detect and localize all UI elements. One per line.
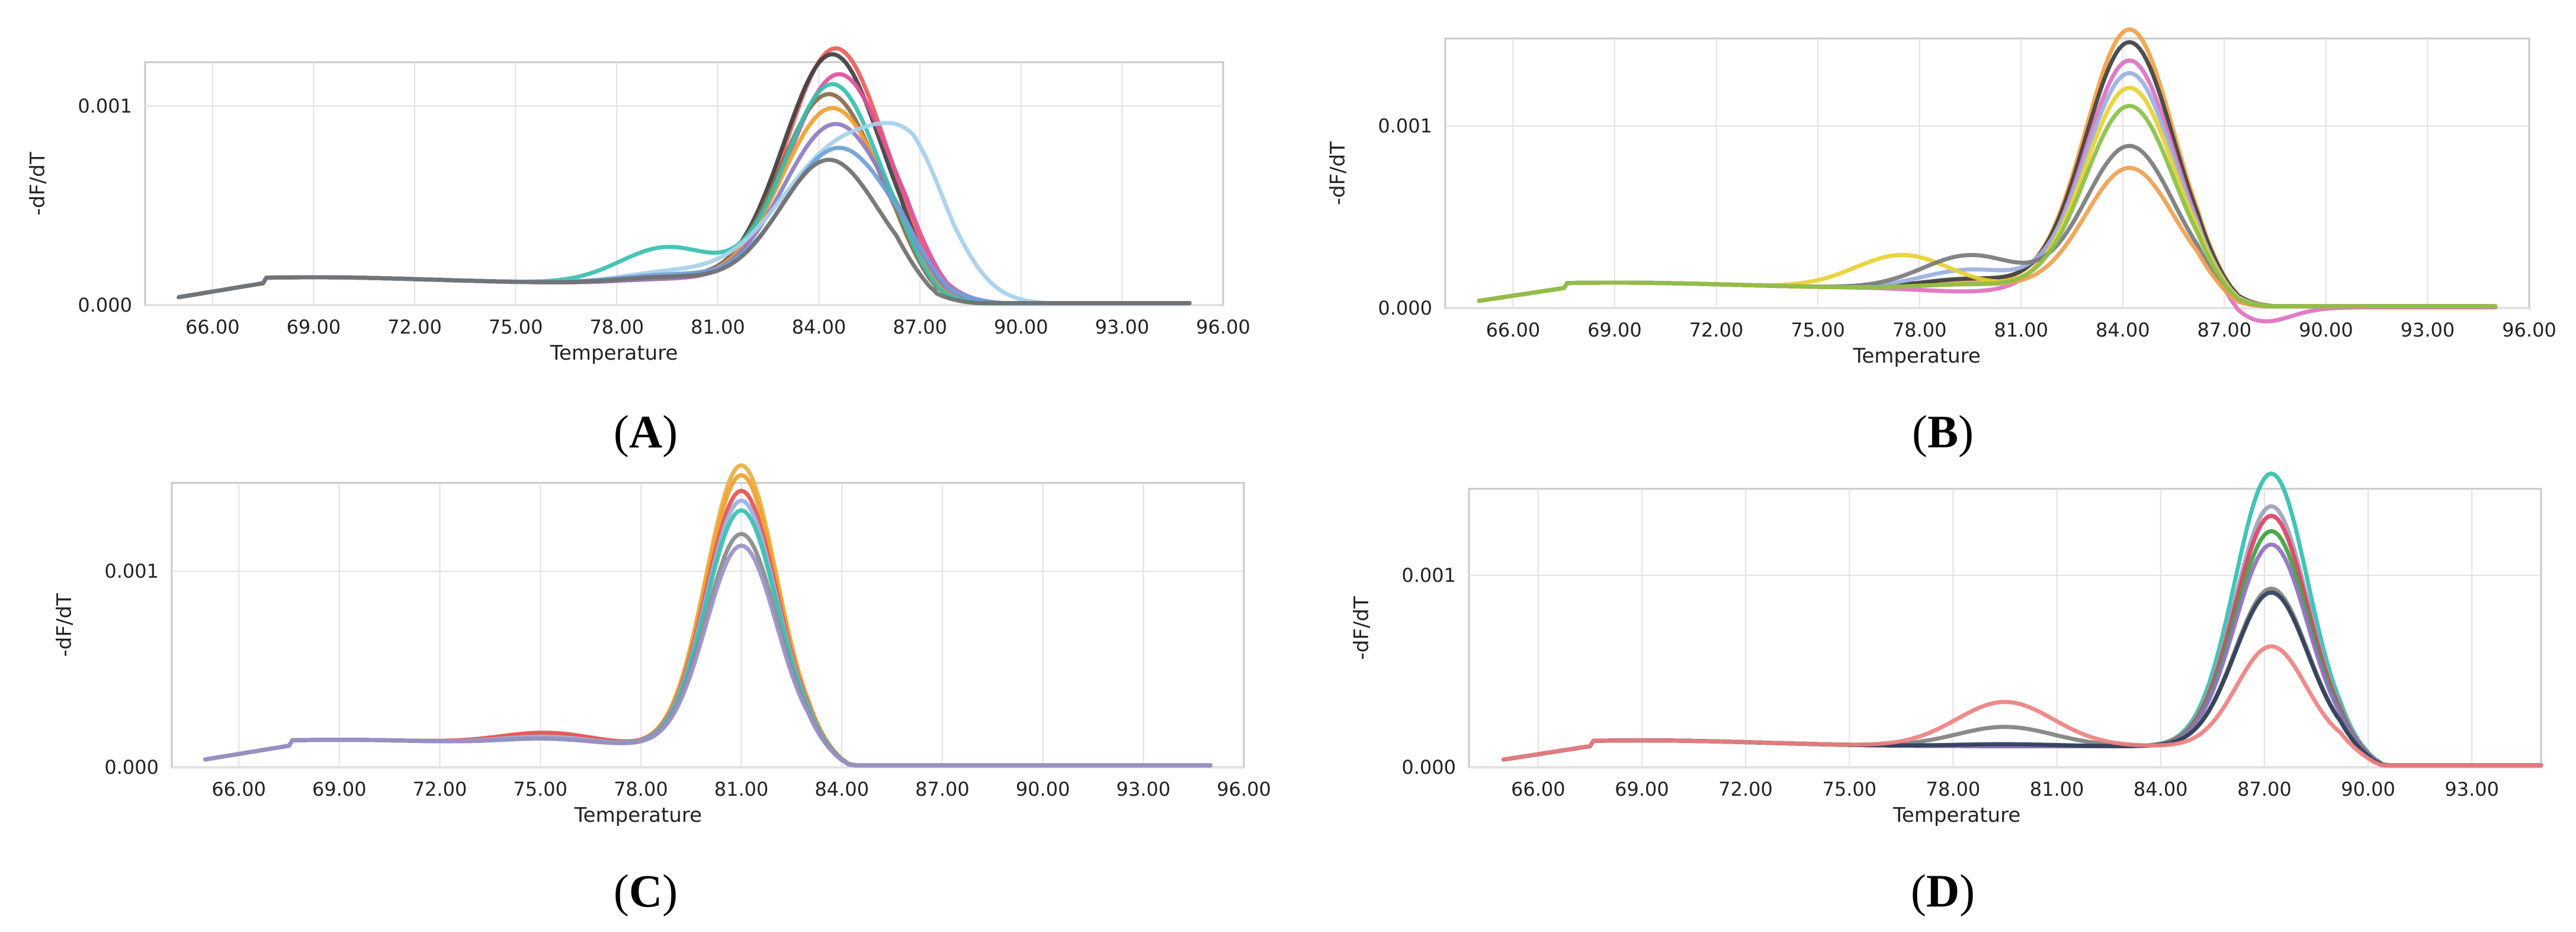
x-tick-label: 93.00 <box>1117 778 1171 800</box>
x-tick-label: 90.00 <box>2299 319 2353 341</box>
series-line-8 <box>1501 644 2543 768</box>
x-tick-label: 72.00 <box>1689 319 1744 341</box>
x-tick-label: 90.00 <box>1016 778 1070 800</box>
plot-area <box>1444 37 2530 309</box>
x-tick-label: 90.00 <box>2341 778 2395 800</box>
y-axis-title: -dF/dT <box>1350 596 1374 659</box>
x-tick-label: 84.00 <box>2134 778 2188 800</box>
x-tick-label: 93.00 <box>1095 316 1150 338</box>
x-tick-label: 84.00 <box>2096 319 2150 341</box>
y-tick-label: 0.000 <box>1378 297 1432 319</box>
x-tick-label: 69.00 <box>287 316 341 338</box>
panel-letter: B <box>1927 406 1958 457</box>
x-tick-label: 69.00 <box>1587 319 1642 341</box>
panel-b-chart: 66.00 69.00 72.00 75.00 78.00 81.00 84.00 87.00… <box>1326 27 2556 457</box>
x-tick-label: 81.00 <box>2030 778 2084 800</box>
x-tick-label: 72.00 <box>387 316 442 338</box>
x-tick-label: 81.00 <box>714 778 769 800</box>
x-tick-label: 75.00 <box>513 778 567 800</box>
x-tick-label: 81.00 <box>691 316 745 338</box>
panel-label: (D) <box>1911 865 1975 917</box>
panel-label: (C) <box>614 865 678 917</box>
panel-label: (A) <box>614 406 678 457</box>
x-tick-label: 90.00 <box>994 316 1048 338</box>
y-tick-label: 0.001 <box>78 95 132 117</box>
x-tick-label: 72.00 <box>1718 778 1773 800</box>
x-tick-label: 93.00 <box>2445 778 2499 800</box>
panel-letter: C <box>629 865 662 917</box>
x-tick-label: 75.00 <box>1822 778 1876 800</box>
series-line-7 <box>203 543 1212 768</box>
x-tick-label: 87.00 <box>2198 319 2252 341</box>
x-tick-label: 78.00 <box>1892 319 1947 341</box>
y-tick-label: 0.001 <box>1378 115 1432 137</box>
x-tick-label: 96.00 <box>1196 316 1250 338</box>
series-line-8 <box>1477 104 2498 309</box>
y-axis-title: -dF/dT <box>26 152 50 215</box>
x-tick-label: 66.00 <box>1511 778 1566 800</box>
x-tick-label: 84.00 <box>814 778 869 800</box>
x-tick-label: 96.00 <box>2502 319 2556 341</box>
panel-label: (B) <box>1912 406 1974 457</box>
y-axis-title: -dF/dT <box>53 593 76 656</box>
y-tick-label: 0.000 <box>104 756 159 779</box>
x-tick-label: 87.00 <box>2237 778 2292 800</box>
x-tick-label: 87.00 <box>893 316 947 338</box>
panel-c-chart: 66.00 69.00 72.00 75.00 78.00 81.00 84.00 87.00… <box>53 463 1271 917</box>
y-tick-label: 0.001 <box>1401 564 1456 587</box>
x-tick-label: 75.00 <box>489 316 543 338</box>
x-tick-label: 78.00 <box>614 778 668 800</box>
x-tick-label: 93.00 <box>2401 319 2455 341</box>
y-tick-label: 0.000 <box>78 294 132 316</box>
x-tick-label: 66.00 <box>211 778 266 800</box>
x-tick-label: 96.00 <box>1217 778 1271 800</box>
plot-area <box>1468 488 2542 768</box>
panel-a-chart: 66.00 69.00 72.00 75.00 78.00 81.00 84.00 87.00… <box>26 46 1250 457</box>
y-tick-label: 0.001 <box>104 560 159 582</box>
x-axis-title: Temperature <box>1852 344 1980 368</box>
x-tick-label: 87.00 <box>915 778 970 800</box>
x-axis-title: Temperature <box>574 803 702 827</box>
x-axis-title: Temperature <box>550 341 678 365</box>
x-tick-label: 66.00 <box>185 316 240 338</box>
panel-d-chart: 66.00 69.00 72.00 75.00 78.00 81.00 84.00 87.00… <box>1350 471 2543 917</box>
y-axis-title: -dF/dT <box>1326 142 1350 205</box>
panel-letter: D <box>1926 865 1959 917</box>
panel-letter: A <box>629 406 662 457</box>
x-tick-label: 69.00 <box>312 778 367 800</box>
plot-area <box>144 61 1224 306</box>
x-tick-label: 84.00 <box>792 316 846 338</box>
x-tick-label: 81.00 <box>1994 319 2048 341</box>
x-tick-label: 69.00 <box>1615 778 1669 800</box>
x-tick-label: 66.00 <box>1486 319 1541 341</box>
series-line-10 <box>177 158 1192 306</box>
x-tick-label: 78.00 <box>1926 778 1981 800</box>
y-tick-label: 0.000 <box>1401 756 1456 779</box>
x-tick-label: 75.00 <box>1791 319 1845 341</box>
x-tick-label: 78.00 <box>589 316 644 338</box>
x-tick-label: 72.00 <box>413 778 467 800</box>
x-axis-title: Temperature <box>1892 803 2020 827</box>
